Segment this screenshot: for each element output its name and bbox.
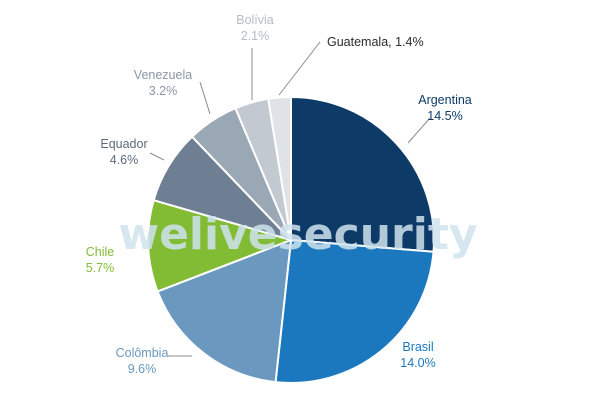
label-value-venezuela: 3.2% [149, 84, 178, 98]
leader-line-argentina [407, 117, 431, 144]
label-name-colombia: Colômbia [116, 346, 169, 360]
label-value-bolivia: 2.1% [241, 29, 270, 43]
label-bolivia: Bolívia 2.1% [236, 13, 274, 43]
label-name-brasil: Brasil [402, 340, 433, 354]
label-value-chile: 5.7% [86, 261, 115, 275]
label-guatemala: Guatemala, 1.4% [327, 35, 424, 49]
label-argentina: Argentina 14.5% [418, 93, 472, 123]
slice-labels: Argentina 14.5% Brasil 14.0% Colômbia 9.6% Chi… [86, 13, 472, 376]
label-equador: Equador 4.6% [100, 137, 147, 167]
label-name-venezuela: Venezuela [134, 68, 192, 82]
label-chile: Chile 5.7% [86, 245, 115, 275]
label-value-argentina: 14.5% [427, 109, 462, 123]
label-name-chile: Chile [86, 245, 115, 259]
leader-line-equador [149, 152, 165, 161]
label-brasil: Brasil 14.0% [400, 340, 435, 370]
leader-line-guatemala [278, 41, 321, 96]
slice-brasil [274, 238, 435, 384]
slice-chile [147, 198, 295, 293]
slice-colombia [156, 238, 293, 384]
label-value-colombia: 9.6% [128, 362, 157, 376]
label-colombia: Colômbia 9.6% [116, 346, 169, 376]
label-value-equador: 4.6% [110, 153, 139, 167]
slice-guatemala [267, 95, 292, 241]
watermark: welivesecurity [118, 209, 477, 260]
label-value-brasil: 14.0% [400, 356, 435, 370]
label-venezuela: Venezuela 3.2% [134, 68, 192, 98]
leader-lines [149, 41, 431, 357]
slice-argentina [290, 95, 435, 253]
pie-slices [147, 95, 435, 384]
leader-line-venezuela [199, 81, 211, 115]
label-name-argentina: Argentina [418, 93, 472, 107]
label-name-bolivia: Bolívia [236, 13, 274, 27]
label-name-equador: Equador [100, 137, 147, 151]
